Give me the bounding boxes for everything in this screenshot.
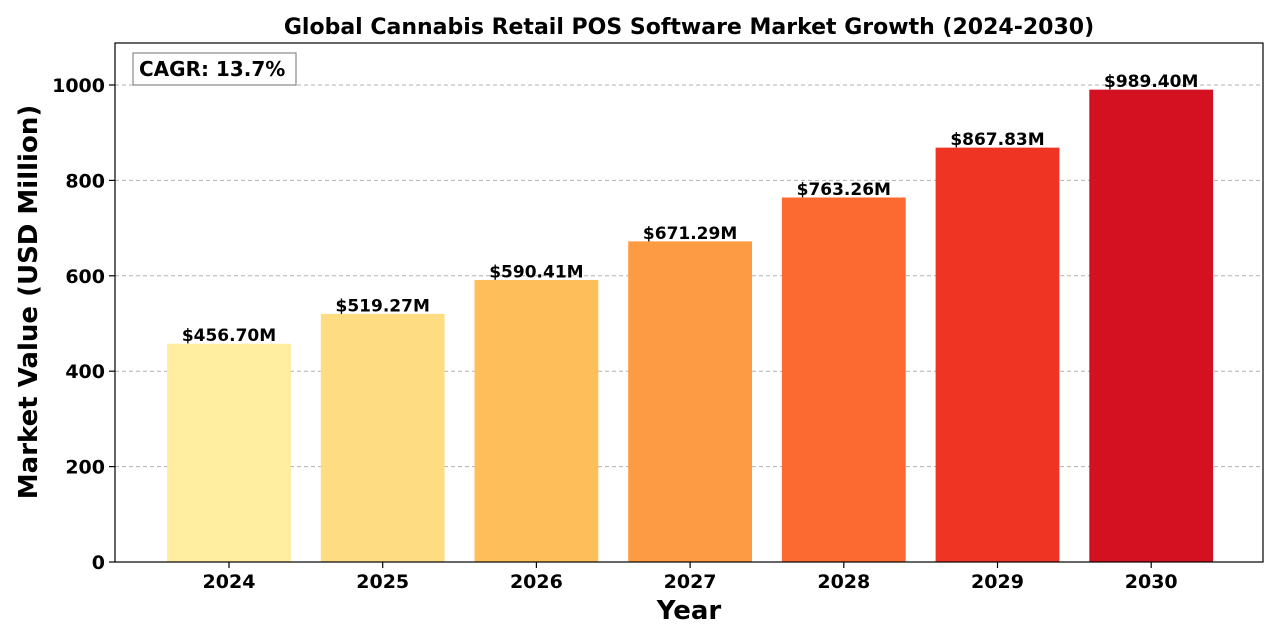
bar-2024 <box>167 343 291 563</box>
x-tick-label: 2030 <box>1125 571 1178 593</box>
x-tick-label: 2026 <box>510 571 563 593</box>
data-label-2029: $867.83M <box>950 130 1044 150</box>
data-label-2030: $989.40M <box>1104 72 1198 92</box>
data-label-2028: $763.26M <box>797 180 891 200</box>
bar-2025 <box>320 313 445 563</box>
data-label-2027: $671.29M <box>643 224 737 244</box>
y-axis-label: Market Value (USD Million) <box>14 105 44 499</box>
y-axis-ticks: 0 200 400 600 800 1000 <box>52 75 115 574</box>
plot-frame <box>114 42 1264 563</box>
x-tick-label: 2029 <box>971 571 1024 593</box>
bars <box>167 89 1214 563</box>
y-tick-label: 600 <box>65 266 105 288</box>
x-tick-label: 2027 <box>664 571 717 593</box>
x-axis-ticks: 2024 2025 2026 2027 2028 2029 2030 <box>203 562 1178 593</box>
y-tick-label: 400 <box>65 361 105 383</box>
bar-2026 <box>474 279 599 563</box>
x-tick-label: 2025 <box>356 571 409 593</box>
y-tick-label: 200 <box>65 457 105 479</box>
bar-2028 <box>781 197 906 563</box>
y-tick-label: 1000 <box>52 75 105 97</box>
y-tick-label: 0 <box>92 552 105 574</box>
cagr-annotation-text: CAGR: 13.7% <box>139 57 285 81</box>
bar-2029 <box>935 147 1060 563</box>
data-label-2025: $519.27M <box>336 296 430 316</box>
chart-title: Global Cannabis Retail POS Software Mark… <box>284 15 1094 40</box>
data-label-2026: $590.41M <box>489 262 583 282</box>
x-axis-label: Year <box>656 596 722 626</box>
cagr-annotation-box <box>132 52 297 86</box>
cagr-annotation: CAGR: 13.7% <box>132 52 297 86</box>
bar-2030 <box>1089 89 1214 563</box>
x-tick-label: 2028 <box>817 571 870 593</box>
data-label-2024: $456.70M <box>182 326 276 346</box>
y-tick-label: 800 <box>65 170 105 192</box>
bar-2027 <box>628 241 752 563</box>
x-tick-label: 2024 <box>203 571 256 593</box>
data-labels: $456.70M $519.27M $590.41M $671.29M $763.26M… <box>182 72 1199 346</box>
